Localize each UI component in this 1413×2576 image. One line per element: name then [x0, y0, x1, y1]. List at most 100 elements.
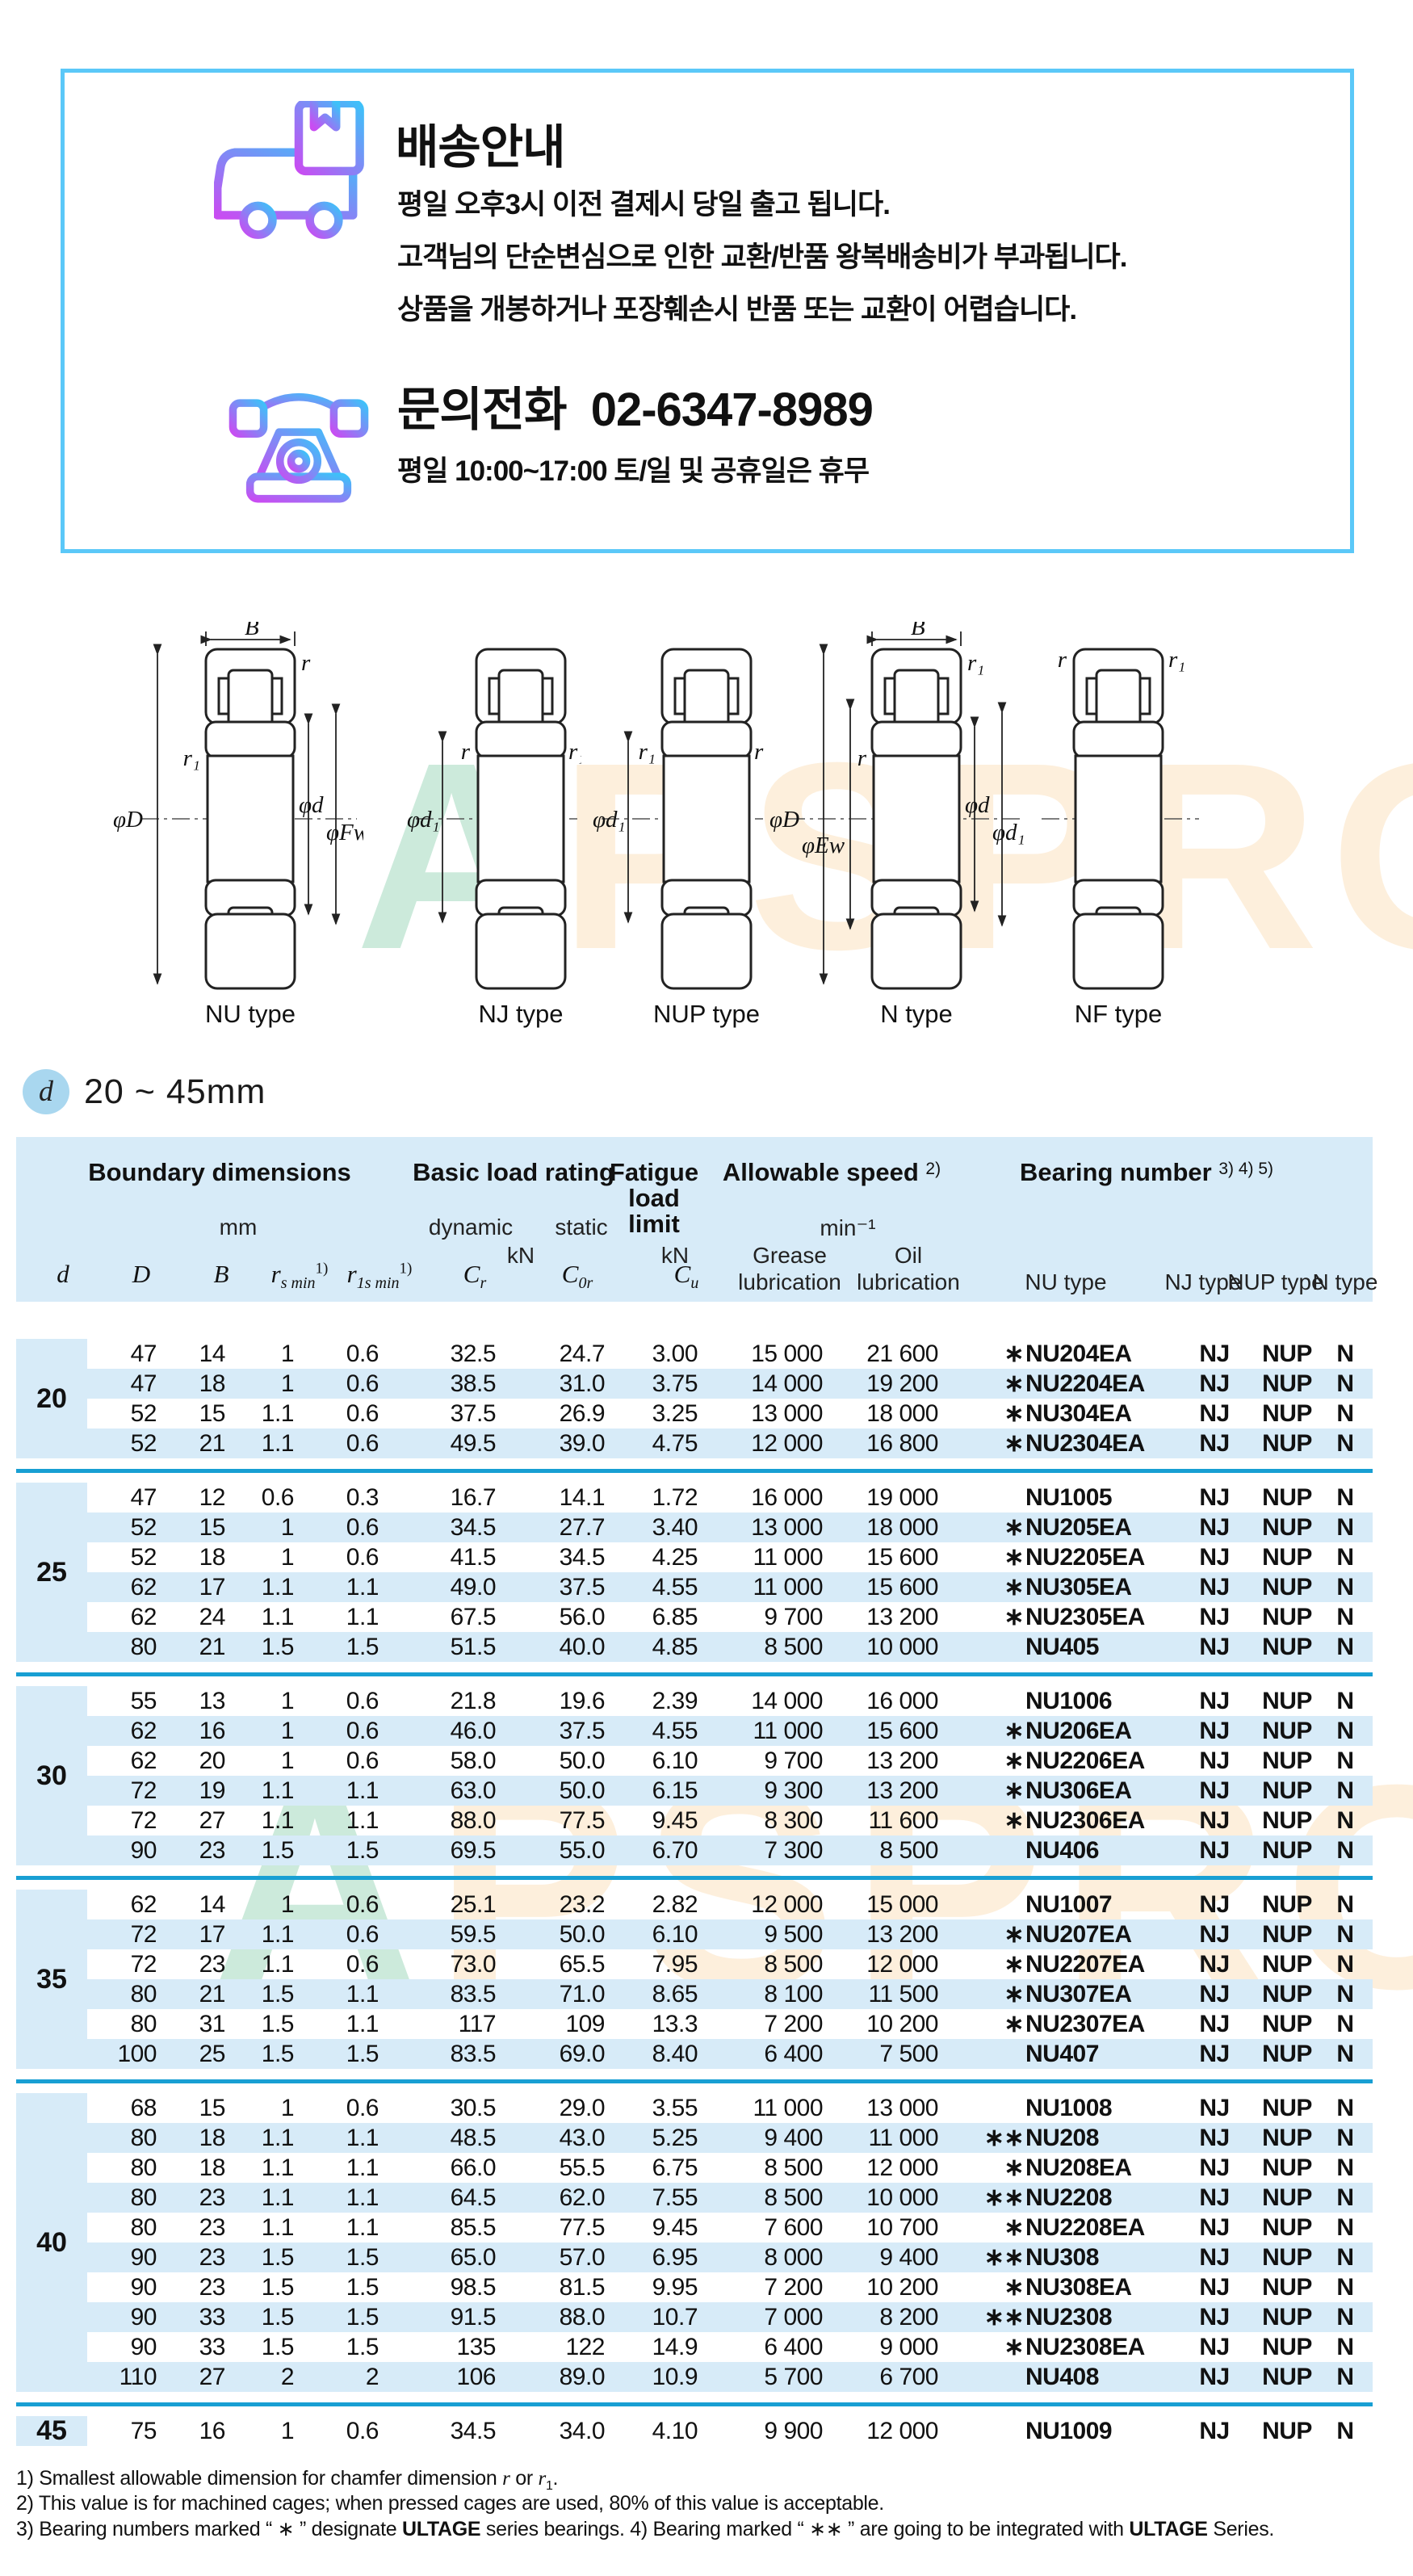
- size-group-d35: 35 62 14 1 0.6 25.1 23.2 2.82 12 000 15 000 NU1007…: [16, 1890, 1373, 2069]
- delivery-truck-icon: [214, 101, 364, 239]
- cell: 13 000: [866, 2094, 938, 2121]
- cell: 8 500: [764, 1633, 823, 1660]
- cell: 4.10: [652, 2417, 698, 2444]
- cell: 0.6: [346, 2417, 379, 2444]
- cell: 0.6: [346, 1370, 379, 1397]
- bearing-number: NU405: [1025, 1633, 1099, 1660]
- bearing-number: NU1007: [1025, 1890, 1113, 1918]
- size-group-d20: 20 47 14 1 0.6 32.5 24.7 3.00 15 000 21 600 ∗ NU204…: [16, 1339, 1373, 1458]
- cell: 1.5: [261, 2303, 295, 2331]
- cell: N: [1336, 1777, 1354, 1804]
- group-divider: [16, 2069, 1373, 2093]
- ultage-mark: ∗: [1004, 1400, 1024, 1427]
- cell: 80: [130, 2213, 157, 2241]
- cell: 25.1: [450, 1890, 497, 1918]
- cell: 30.5: [450, 2094, 497, 2121]
- cell: 62: [130, 1573, 157, 1601]
- svg-text:φd₁: φd₁: [992, 820, 1025, 845]
- cell: 10.9: [652, 2363, 698, 2390]
- bearing-number: NU208: [1025, 2124, 1099, 2151]
- svg-text:B: B: [911, 622, 925, 640]
- cell: NJ: [1199, 1340, 1230, 1367]
- group-divider: [16, 2392, 1373, 2416]
- cell: 52: [130, 1429, 157, 1457]
- cell: 26.9: [559, 1399, 606, 1427]
- cell: 6.10: [652, 1747, 698, 1774]
- cell: 0.6: [346, 1920, 379, 1948]
- cell: 66.0: [450, 2154, 497, 2181]
- cell: 33: [199, 2303, 226, 2331]
- cell: 4.75: [652, 1429, 698, 1457]
- subheader-static: static: [555, 1215, 608, 1240]
- cell: 13 200: [866, 1603, 938, 1630]
- cell: 9.45: [652, 2213, 698, 2241]
- svg-text:φd: φd: [965, 792, 990, 818]
- ultage-mark: ∗: [1004, 1514, 1024, 1541]
- cell: 9 400: [879, 2243, 938, 2271]
- cell: 73.0: [450, 1950, 497, 1978]
- cell: 10.7: [652, 2303, 698, 2331]
- cell: 80: [130, 2184, 157, 2211]
- header-allowable-speed: Allowable speed 2): [722, 1158, 941, 1186]
- table-row: 110 27 2 2 106 89.0 10.9 5 700 6 700 NU408 NJ NUP N: [87, 2362, 1373, 2392]
- cell: 19 000: [866, 1483, 938, 1511]
- phone-number: 02-6347-8989: [590, 384, 874, 436]
- symbol-cu: Cu: [673, 1260, 699, 1293]
- cell: 55: [130, 1687, 157, 1714]
- ultage-mark: ∗∗: [983, 2244, 1025, 2271]
- table-row: 55 13 1 0.6 21.8 19.6 2.39 14 000 16 000 NU1006 NJ…: [87, 1686, 1373, 1716]
- cell: 12: [199, 1483, 226, 1511]
- table-row: 90 33 1.5 1.5 135 122 14.9 6 400 9 000 ∗ NU2308EA N…: [87, 2332, 1373, 2362]
- cell: 3.25: [652, 1399, 698, 1427]
- cell: 75: [130, 2417, 157, 2444]
- diagram-label-n: N type: [880, 1000, 953, 1028]
- cell: NJ: [1199, 1836, 1230, 1864]
- diagram-label-nj: NJ type: [478, 1000, 564, 1028]
- cell: 67.5: [450, 1603, 497, 1630]
- bearing-number: NU1008: [1025, 2094, 1113, 2121]
- cell: NUP: [1262, 2040, 1312, 2067]
- cell: N: [1336, 1340, 1354, 1367]
- cell: 6 400: [764, 2040, 823, 2067]
- cell: NJ: [1199, 1370, 1230, 1397]
- subheader-nj-type: NJ type: [1164, 1269, 1242, 1294]
- header-fatigue-2: load: [628, 1184, 680, 1212]
- cell: 14: [199, 1340, 226, 1367]
- cell: 48.5: [450, 2124, 497, 2151]
- cell: 1.5: [346, 2303, 379, 2331]
- cell: 8 300: [764, 1806, 823, 1834]
- cell: 1.1: [261, 1399, 295, 1427]
- cell: 69.5: [450, 1836, 497, 1864]
- cell: 71.0: [559, 1980, 606, 2008]
- cell: 1: [280, 1370, 295, 1397]
- table-row: 62 20 1 0.6 58.0 50.0 6.10 9 700 13 200 ∗ NU2206EA…: [87, 1746, 1373, 1776]
- cell: 80: [130, 2010, 157, 2037]
- ultage-mark: ∗: [1004, 1340, 1024, 1367]
- cell: 14.1: [559, 1483, 606, 1511]
- cell: 15 000: [866, 1890, 938, 1918]
- cell: N: [1336, 1633, 1354, 1660]
- section-badge-d: d: [23, 1069, 69, 1114]
- cell: NUP: [1262, 1603, 1312, 1630]
- bearing-diagram-n: B r₁ r φD φEw φd φd₁: [763, 622, 1029, 993]
- svg-text:r₁: r₁: [568, 739, 581, 765]
- cell: 98.5: [450, 2273, 497, 2301]
- ultage-mark: ∗: [1004, 2274, 1024, 2301]
- group-divider: [16, 1662, 1373, 1686]
- table-row: 90 23 1.5 1.5 65.0 57.0 6.95 8 000 9 400 ∗∗ NU308 N…: [87, 2242, 1373, 2272]
- cell: 1.5: [261, 2040, 295, 2067]
- cell: N: [1336, 2303, 1354, 2331]
- cell: 6.85: [652, 1603, 698, 1630]
- cell: 0.6: [261, 1483, 295, 1511]
- cell: 17: [199, 1920, 226, 1948]
- shipping-line-1: 평일 오후3시 이전 결제시 당일 출고 됩니다.: [397, 189, 891, 220]
- cell: 34.0: [559, 2417, 606, 2444]
- cell: 13 000: [751, 1399, 823, 1427]
- cell: 16 800: [866, 1429, 938, 1457]
- bearing-number: NU2208: [1025, 2184, 1113, 2211]
- ultage-mark: ∗∗: [983, 2304, 1025, 2331]
- cell: N: [1336, 1980, 1354, 2008]
- cell: 21: [199, 1429, 226, 1457]
- ultage-mark: ∗: [1004, 1718, 1024, 1744]
- cell: NUP: [1262, 1717, 1312, 1744]
